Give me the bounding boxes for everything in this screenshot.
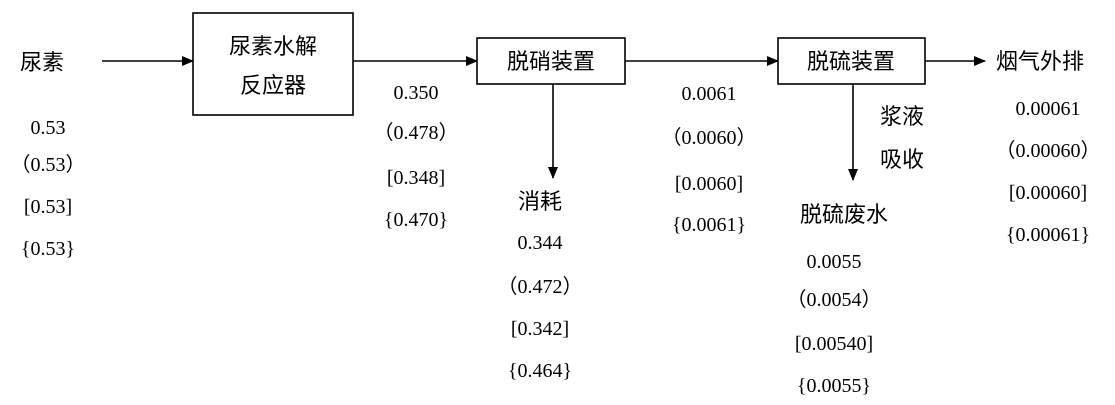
flue-gas-value-3: [0.00060]	[1009, 182, 1087, 204]
wastewater-value-4: {0.0055}	[797, 375, 871, 397]
slurry-absorption-label-2: 吸收	[880, 148, 924, 173]
reactor-out-value-1: 0.350	[394, 82, 439, 104]
denitration-out-value-3: [0.0060]	[675, 173, 743, 195]
consumption-value-3: [0.342]	[511, 318, 569, 340]
denitration-out-value-1: 0.0061	[682, 83, 737, 105]
input-value-1: 0.53	[31, 117, 66, 139]
input-value-2: （0.53）	[11, 153, 86, 176]
wastewater-label: 脱硫废水	[800, 203, 888, 228]
hydrolysis-reactor-label-1: 尿素水解	[229, 35, 317, 60]
hydrolysis-reactor-label-2: 反应器	[240, 74, 306, 99]
consumption-value-1: 0.344	[518, 232, 563, 254]
input-value-4: {0.53}	[21, 238, 75, 260]
flue-gas-value-2: （0.00060）	[996, 139, 1101, 162]
denitration-label: 脱硝装置	[507, 50, 595, 75]
reactor-out-value-2: （0.478）	[374, 121, 459, 144]
input-label: 尿素	[20, 51, 64, 76]
desulfurization-box	[777, 37, 926, 85]
hydrolysis-reactor-box	[192, 12, 354, 116]
reactor-out-value-3: [0.348]	[387, 167, 445, 189]
consumption-value-2: （0.472）	[498, 275, 583, 298]
flue-gas-value-4: {0.00061}	[1006, 224, 1090, 246]
denitration-out-value-2: （0.0060）	[662, 126, 757, 149]
consumption-value-4: {0.464}	[508, 360, 572, 382]
input-value-3: [0.53]	[24, 196, 72, 218]
desulfurization-label: 脱硫装置	[807, 50, 895, 75]
reactor-out-value-4: {0.470}	[384, 209, 448, 231]
flue-gas-value-1: 0.00061	[1016, 98, 1081, 120]
slurry-absorption-label-1: 浆液	[880, 105, 924, 130]
denitration-out-value-4: {0.0061}	[672, 214, 746, 236]
flue-gas-label: 烟气外排	[996, 50, 1084, 75]
wastewater-value-2: （0.0054）	[787, 288, 882, 311]
consumption-label: 消耗	[518, 190, 562, 215]
wastewater-value-3: [0.00540]	[795, 333, 873, 355]
wastewater-value-1: 0.0055	[807, 251, 862, 273]
